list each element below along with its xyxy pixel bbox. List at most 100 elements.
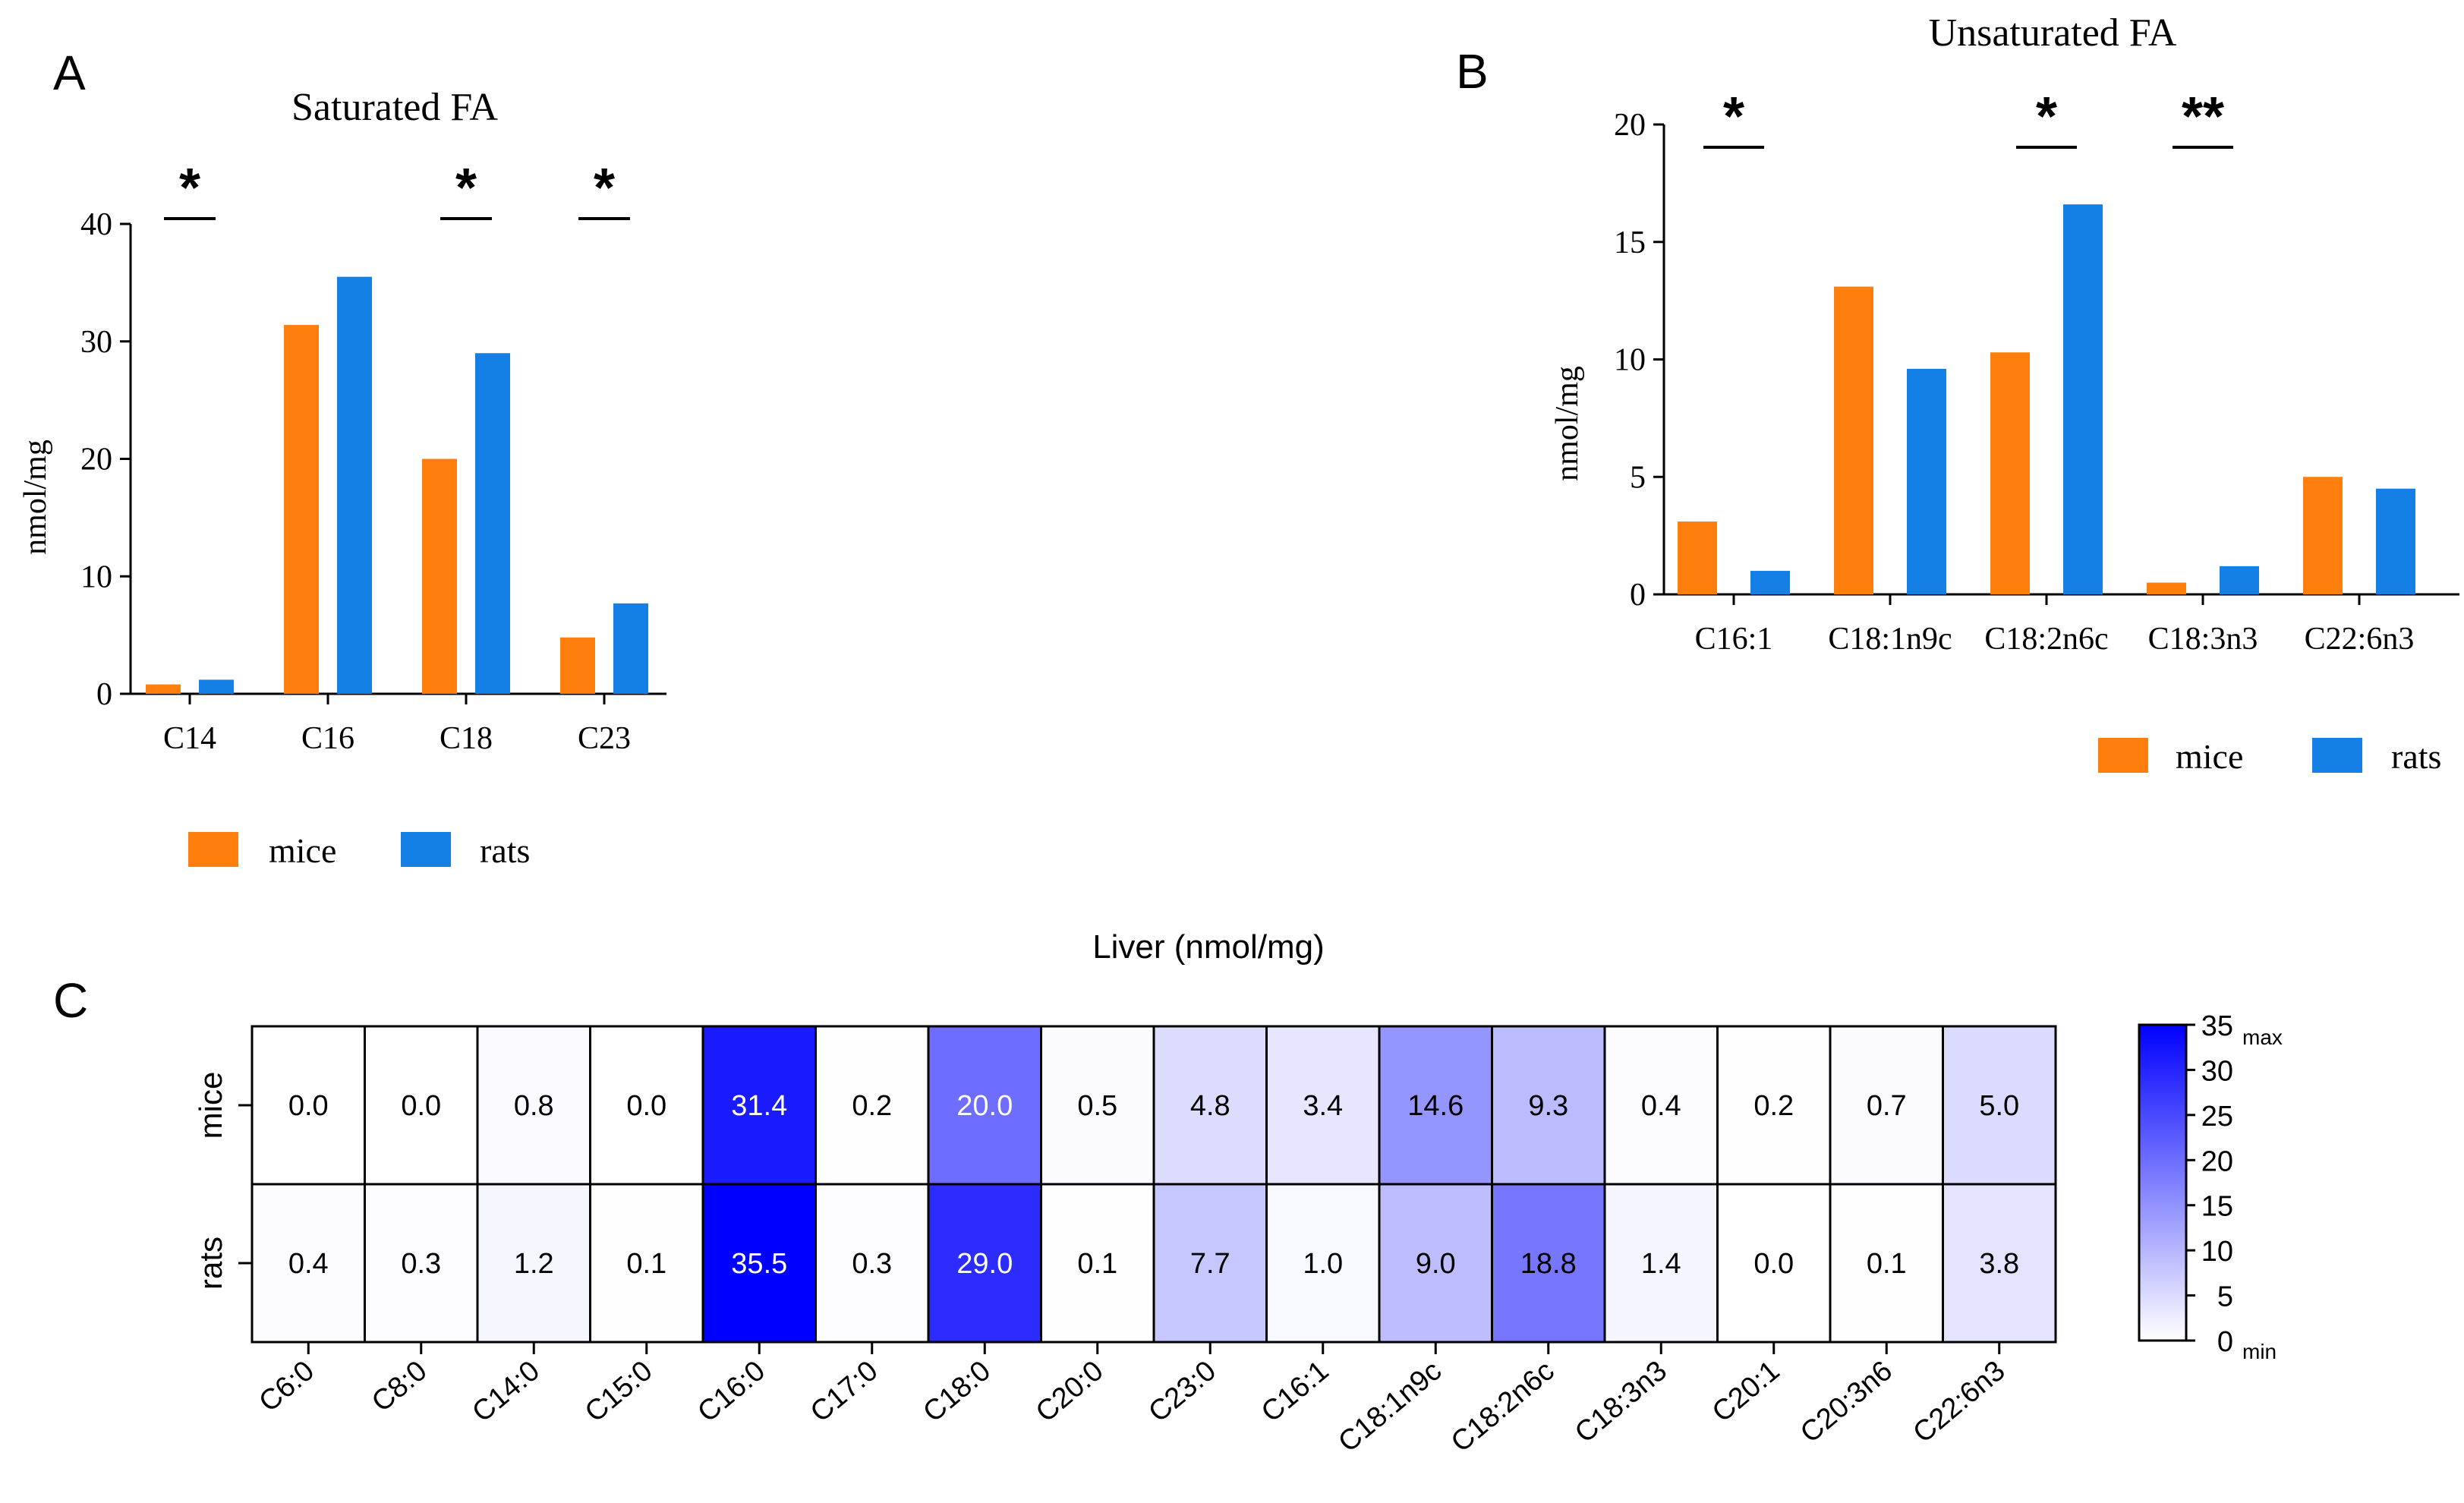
colorbar-max-label: max (2242, 1026, 2283, 1049)
heatmap-cell-mice-C20:0 (1040, 1025, 1155, 1186)
colorbar-tick-label: 20 (2201, 1145, 2233, 1177)
significance-stars: * (2036, 87, 2057, 147)
heatmap-cell-label: 0.4 (288, 1248, 329, 1280)
heatmap-colorbar: 0 5 10 15 20 25 30 35 max min (2138, 1010, 2283, 1363)
legend-label-rats: rats (480, 831, 530, 870)
heatmap-cell-rats-C15:0 (589, 1183, 704, 1344)
panel-c-heatmap: C Liver (nmol/mg) 0.0 0.0 0.8 0.0 31.4 0.2 20.… (53, 928, 2283, 1458)
panel-a-title: Saturated FA (291, 86, 498, 129)
bar-rats-C18 (475, 353, 510, 694)
heatmap-cell-label: 1.0 (1303, 1248, 1343, 1280)
panel-a-x-ticks: C14 C16 C18 C23 (163, 694, 631, 756)
y-tick-label: 30 (80, 325, 112, 360)
bar-mice-C18:3n3 (2147, 582, 2186, 594)
heatmap-cell-label: 18.8 (1520, 1248, 1577, 1280)
heatmap-row-labels: mice rats (193, 1072, 252, 1290)
heatmap-column-label: C15:0 (579, 1355, 659, 1429)
x-tick-label: C18:2n6c (1984, 622, 2108, 657)
y-tick-label: 20 (1614, 108, 1646, 143)
heatmap-cell-mice-C16:1 (1265, 1025, 1381, 1186)
x-tick-label: C16:1 (1695, 622, 1773, 657)
y-tick-label: 0 (1630, 578, 1646, 613)
panel-b-bars (1678, 204, 2415, 595)
significance-stars: * (455, 158, 477, 219)
colorbar-tick-label: 25 (2201, 1101, 2233, 1133)
heatmap-cell-mice-C17:0 (815, 1025, 930, 1186)
heatmap-column-labels: C6:0 C8:0 C14:0 C15:0 C16:0 C17:0 C18:0 C20:0 C2… (254, 1342, 2012, 1458)
bar-mice-C16 (284, 325, 319, 694)
y-tick-label: 40 (80, 207, 112, 242)
heatmap-cell-mice-C22:6n3 (1942, 1025, 2057, 1186)
significance-stars: * (1723, 87, 1744, 147)
x-tick-label: C18:1n9c (1828, 622, 1952, 657)
panel-a-y-axis-label: nmol/mg (18, 440, 53, 555)
heatmap-column-label: C16:1 (1256, 1355, 1335, 1429)
heatmap-cell-label: 0.0 (401, 1090, 441, 1122)
heatmap-cell-rats-C18:0 (927, 1183, 1042, 1344)
significance-stars: * (594, 158, 615, 219)
heatmap-cell-label: 0.3 (401, 1248, 441, 1280)
y-tick-label: 10 (1614, 343, 1646, 378)
colorbar-min-label: min (2242, 1340, 2277, 1363)
heatmap-cell-label: 3.8 (1979, 1248, 2019, 1280)
panel-b-legend: mice rats (2098, 737, 2441, 776)
heatmap-column-label: C23:0 (1142, 1355, 1222, 1429)
panel-b-significance: * * ** (1703, 87, 2233, 149)
heatmap-cell-label: 0.1 (1077, 1248, 1117, 1280)
panel-b-y-ticks: 0 5 10 15 20 (1614, 108, 1664, 613)
panel-b-letter: B (1456, 44, 1489, 99)
bar-mice-C23 (560, 637, 595, 694)
bar-mice-C16:1 (1678, 521, 1717, 594)
panel-b-y-axis-label: nmol/mg (1550, 366, 1585, 481)
bar-mice-C14 (146, 684, 181, 694)
legend-swatch-mice (2098, 738, 2148, 773)
significance-stars: * (179, 158, 200, 219)
panel-a-significance: * * * (164, 158, 630, 220)
heatmap-cell-label: 5.0 (1979, 1090, 2019, 1122)
heatmap-cell-label: 1.4 (1641, 1248, 1681, 1280)
heatmap-cell-label: 0.2 (1753, 1090, 1794, 1122)
heatmap-column-label: C18:3n3 (1569, 1355, 1673, 1450)
panel-c-letter: C (53, 973, 88, 1028)
colorbar-tick-label: 5 (2217, 1281, 2233, 1313)
bar-mice-C18:2n6c (1990, 352, 2030, 594)
heatmap-cell-label: 3.4 (1303, 1090, 1343, 1122)
heatmap-column-label: C20:0 (1030, 1355, 1110, 1429)
panel-b-x-ticks: C16:1 C18:1n9c C18:2n6c C18:3n3 C22:6n3 (1695, 594, 2414, 657)
heatmap-cell-rats-C6:0 (250, 1183, 366, 1344)
legend-label-mice: mice (269, 831, 336, 870)
legend-label-rats: rats (2391, 737, 2441, 776)
heatmap-cell-mice-C20:3n6 (1829, 1025, 1944, 1186)
heatmap-cell-rats-C22:6n3 (1942, 1183, 2057, 1344)
heatmap-column-label: C18:1n9c (1332, 1355, 1448, 1459)
heatmap-cell-label: 0.0 (626, 1090, 666, 1122)
panel-a-y-ticks: 0 10 20 30 40 (80, 207, 131, 712)
x-tick-label: C18 (440, 721, 493, 756)
heatmap-cell-rats-C18:3n3 (1603, 1183, 1719, 1344)
heatmap-cell-mice-C18:0 (927, 1025, 1042, 1186)
y-tick-label: 10 (80, 559, 112, 594)
colorbar-gradient (2138, 1023, 2188, 1342)
bar-mice-C18:1n9c (1834, 286, 1873, 594)
bar-mice-C22:6n3 (2303, 477, 2343, 594)
bar-mice-C18 (422, 458, 457, 694)
heatmap-cell-label: 35.5 (731, 1248, 787, 1280)
legend-swatch-rats (2312, 738, 2362, 773)
heatmap-cell-rats-C23:0 (1152, 1183, 1268, 1344)
bar-rats-C14 (199, 679, 234, 694)
heatmap-column-label: C18:2n6c (1445, 1355, 1561, 1459)
bar-rats-C18:2n6c (2063, 204, 2103, 595)
colorbar-tick-label: 0 (2217, 1326, 2233, 1358)
heatmap-cell-label: 31.4 (731, 1090, 787, 1122)
heatmap-cell-label: 0.1 (626, 1248, 666, 1280)
y-tick-label: 0 (96, 677, 112, 712)
heatmap-column-label: C18:0 (917, 1355, 997, 1429)
heatmap-cell-label: 4.8 (1190, 1090, 1230, 1122)
heatmap-cell-mice-C23:0 (1152, 1025, 1268, 1186)
colorbar-tick-label: 35 (2201, 1010, 2233, 1042)
significance-stars: ** (2182, 87, 2224, 147)
bar-rats-C18:1n9c (1907, 368, 1946, 594)
heatmap-cell-label: 0.2 (852, 1090, 892, 1122)
